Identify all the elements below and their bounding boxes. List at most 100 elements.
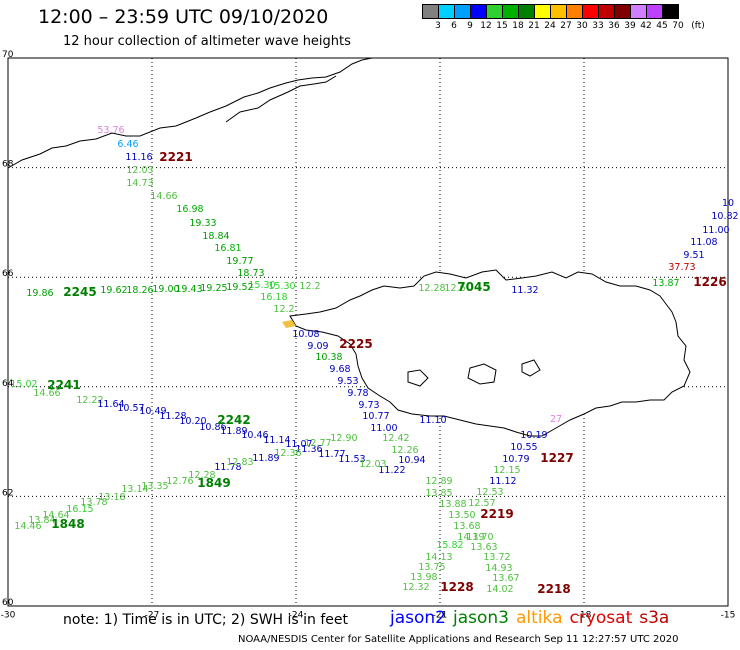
wave-height-value: 11.00 xyxy=(702,225,729,236)
latitude-ticks: 70 68 66 64 62 60 xyxy=(2,50,14,608)
wave-height-value: 11.77 xyxy=(318,449,345,460)
satellite-jason3: jason3 xyxy=(453,608,509,628)
x-tick-label: -15 xyxy=(721,611,736,621)
wave-height-value: 13.87 xyxy=(652,278,679,289)
wave-height-value: 19.00 xyxy=(152,284,179,295)
legend-label: 27 xyxy=(560,21,572,31)
legend-swatch xyxy=(422,4,439,19)
wave-height-value: 19.25 xyxy=(200,283,227,294)
wave-height-value: 12.2 xyxy=(299,281,320,292)
iceland-outline xyxy=(289,269,691,437)
pass-id-label: 1228 xyxy=(440,580,473,594)
y-tick-label: 70 xyxy=(2,50,14,60)
wave-height-value: 13.88 xyxy=(439,499,466,510)
wave-height-value: 15.02 xyxy=(10,379,37,390)
wave-height-value: 11.28 xyxy=(159,411,186,422)
wave-height-value: 12.6 xyxy=(444,283,465,294)
wave-height-value: 14.64 xyxy=(42,510,69,521)
pass-id-label: 2241 xyxy=(47,378,80,392)
wave-height-value: 11.12 xyxy=(489,476,516,487)
wave-height-value: 13.68 xyxy=(453,521,480,532)
fjord-patch xyxy=(282,320,296,328)
wave-height-value: 13.14 xyxy=(121,484,148,495)
legend-swatch xyxy=(438,4,455,19)
wave-height-value: 12.2 xyxy=(273,304,294,315)
legend-label: 39 xyxy=(624,21,636,31)
wave-height-value: 12.57 xyxy=(468,498,495,509)
wave-height-value: 14.93 xyxy=(485,563,512,574)
wave-height-value: 13.67 xyxy=(492,573,519,584)
wave-height-value: 11.08 xyxy=(690,237,717,248)
wave-height-value: 10.57 xyxy=(117,403,144,414)
wave-height-value: 13.75 xyxy=(418,562,445,573)
legend-label: 42 xyxy=(640,21,652,31)
legend-label: 9 xyxy=(467,21,473,31)
legend-label: 15 xyxy=(496,21,508,31)
y-tick-label: 66 xyxy=(2,269,14,279)
wave-height-value: 12.22 xyxy=(76,395,103,406)
wave-height-value: 53.76 xyxy=(97,125,124,136)
pass-id-label: 2218 xyxy=(537,582,570,596)
wave-height-value: 18.26 xyxy=(126,285,153,296)
legend-label: 12 xyxy=(480,21,492,31)
legend-swatch xyxy=(662,4,679,19)
wave-height-value: 11.89 xyxy=(220,426,247,437)
wave-height-value: 13.84 xyxy=(28,515,55,526)
satellite-jason2: jason2 xyxy=(390,608,446,628)
wave-height-value: 12.53 xyxy=(476,487,503,498)
wave-height-value: 12.36 xyxy=(274,448,301,459)
wave-height-value: 11.36 xyxy=(295,444,322,455)
satellite-s3a: s3a xyxy=(639,608,670,628)
legend-swatch xyxy=(566,4,583,19)
wave-height-value: 11.89 xyxy=(252,453,279,464)
iceland-lake-1 xyxy=(467,363,497,385)
wave-height-value: 6.46 xyxy=(117,139,138,150)
wave-height-value: 10.38 xyxy=(315,352,342,363)
wave-height-value: 9.53 xyxy=(337,376,358,387)
satellite-legend: jason2 jason3 altika cryosat s3a xyxy=(390,608,676,628)
legend-label: 18 xyxy=(512,21,524,31)
wave-height-value: 14.66 xyxy=(33,388,60,399)
legend-label: 6 xyxy=(451,21,457,31)
x-tick-label: -21 xyxy=(433,611,448,621)
wave-height-value: 10.08 xyxy=(292,329,319,340)
iceland-lake-2 xyxy=(407,369,429,387)
wave-height-value: 18.73 xyxy=(237,268,264,279)
legend-swatches xyxy=(422,4,679,19)
altimeter-tracks: 53.76 6.46 11.16 12.03 14.73 14.66 16.98 19.33 1… xyxy=(10,125,738,596)
wave-height-value: 14.46 xyxy=(14,521,41,532)
x-tick-label: -24 xyxy=(289,611,304,621)
legend-label: 30 xyxy=(576,21,588,31)
wave-height-value: 9.51 xyxy=(683,250,704,261)
wave-height-value: 19.33 xyxy=(189,218,216,229)
wave-height-value: 10.82 xyxy=(711,211,738,222)
legend-label: 33 xyxy=(592,21,604,31)
wave-height-value: 19.52 xyxy=(226,282,253,293)
y-tick-label: 68 xyxy=(2,160,14,170)
wave-height-value: 11.64 xyxy=(97,399,124,410)
wave-height-value: 27 xyxy=(550,414,562,425)
greenland-coastline xyxy=(7,57,373,169)
wave-height-value: 16.98 xyxy=(176,204,203,215)
wave-height-value: 10.49 xyxy=(139,406,166,417)
wave-height-value: 14.66 xyxy=(150,191,177,202)
wave-height-value: 15.30 xyxy=(268,281,295,292)
pass-id-label: 2219 xyxy=(480,507,513,521)
x-tick-label: -18 xyxy=(577,611,592,621)
footer-note: note: 1) Time is in UTC; 2) SWH is in fe… xyxy=(63,612,349,628)
pass-id-label: 7045 xyxy=(457,280,490,294)
wave-height-value: 10.79 xyxy=(502,454,529,465)
legend-swatch xyxy=(486,4,503,19)
wave-height-value: 10.46 xyxy=(241,430,268,441)
pass-id-label: 1227 xyxy=(540,451,573,465)
legend-swatch xyxy=(470,4,487,19)
wave-height-value: 12.32 xyxy=(402,582,429,593)
wave-height-value: 15.82 xyxy=(436,540,463,551)
legend-swatch xyxy=(502,4,519,19)
wave-height-value: 13.35 xyxy=(141,481,168,492)
wave-height-value: 18.84 xyxy=(202,231,229,242)
wave-height-value: 11.10 xyxy=(419,415,446,426)
wave-height-value: 19.62 xyxy=(100,285,127,296)
color-legend: 3 6 9 12 15 18 21 24 27 30 33 36 39 42 45 70 (ft) xyxy=(422,4,705,33)
wave-height-value: 37.73 xyxy=(668,262,695,273)
